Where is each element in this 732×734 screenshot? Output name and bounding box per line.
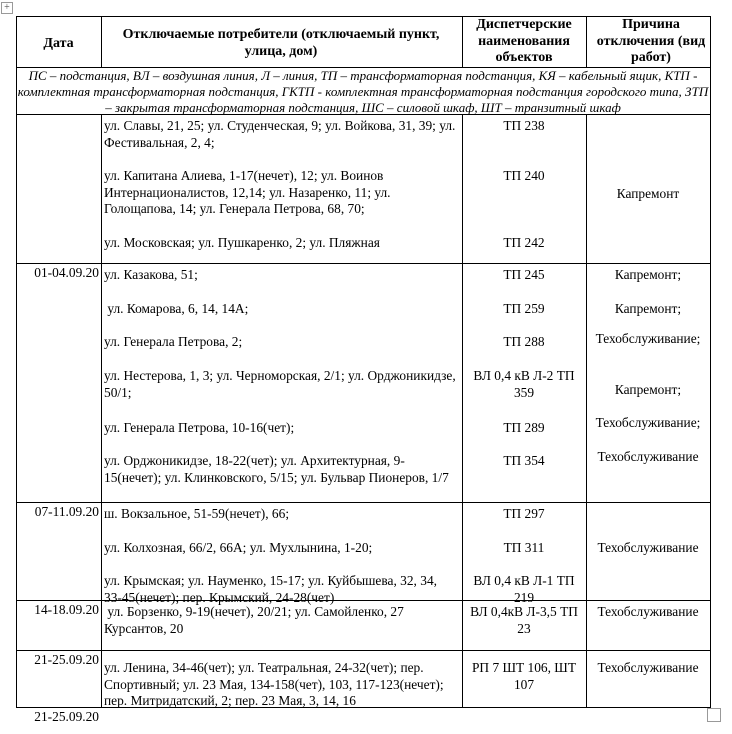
header-date: Дата — [43, 36, 74, 51]
consumers-cell: ул. Орджоникидзе, 18-22(чет); ул. Архите… — [104, 453, 449, 485]
table-move-handle-icon[interactable]: + — [1, 2, 13, 14]
header-consumers: Отключаемые потребители (отключаемый пун… — [122, 27, 440, 59]
consumers-cell: ул. Генерала Петрова, 2; — [104, 334, 243, 349]
abbreviations-legend: ПС – подстанция, ВЛ – воздушная линия, Л… — [17, 68, 709, 115]
consumers-cell: ул. Казакова, 51; — [104, 267, 198, 282]
column-divider — [101, 16, 102, 67]
object-cell: ТП 288 — [503, 334, 545, 349]
consumers-cell: ул. Капитана Алиева, 1-17(нечет), 12; ул… — [104, 168, 394, 216]
reason-cell: Капремонт; — [614, 382, 682, 397]
row-divider — [16, 600, 710, 601]
object-cell: ВЛ 0,4кВ Л-3,5 ТП 23 — [470, 604, 578, 636]
row-divider — [16, 16, 710, 17]
reason-cell: Техобслуживание — [597, 660, 699, 675]
date-cell: 01-04.09.20 — [34, 265, 99, 280]
consumers-cell: ул. Комарова, 6, 14, 14А; — [104, 301, 249, 316]
date-cell: 14-18.09.20 — [34, 602, 99, 617]
object-cell: ТП 245 — [503, 267, 545, 282]
column-divider — [586, 114, 587, 708]
header-objects: Диспетчерские наименования объектов — [476, 17, 572, 65]
object-cell: ТП 238 — [503, 118, 545, 133]
date-cell: 21-25.09.20 — [34, 709, 99, 724]
date-cell: 21-25.09.20 — [34, 652, 99, 667]
reason-cell: Техобслуживание; — [595, 415, 701, 430]
header-reason: Причина отключения (вид работ) — [596, 17, 706, 65]
outage-table: Дата Отключаемые потребители (отключаемы… — [16, 16, 711, 724]
reason-cell: Техобслуживание — [597, 449, 699, 464]
column-divider — [101, 114, 102, 708]
consumers-cell: ул. Генерала Петрова, 10-16(чет); — [104, 420, 295, 435]
object-cell: ТП 311 — [503, 540, 545, 555]
consumers-cell: ул. Славы, 21, 25; ул. Студенческая, 9; … — [104, 118, 459, 150]
column-divider — [586, 16, 587, 67]
object-cell: ТП 240 — [503, 168, 545, 183]
date-cell: 07-11.09.20 — [34, 504, 99, 519]
column-divider — [710, 16, 711, 708]
row-divider — [16, 707, 710, 708]
column-divider — [462, 16, 463, 67]
consumers-cell: ш. Вокзальное, 51-59(нечет), 66; — [104, 506, 290, 521]
reason-cell: Техобслуживание — [597, 604, 699, 619]
object-cell: ТП 259 — [503, 301, 545, 316]
table-resize-handle[interactable] — [707, 708, 721, 722]
object-cell: ВЛ 0,4 кВ Л-2 ТП 359 — [473, 368, 575, 400]
consumers-cell: ул. Ленина, 34-46(чет); ул. Театральная,… — [104, 660, 447, 708]
consumers-cell: ул. Крымская; ул. Науменко, 15-17; ул. К… — [104, 573, 441, 605]
reason-cell: Техобслуживание; — [595, 331, 701, 346]
row-divider — [16, 263, 710, 264]
object-cell: ТП 297 — [503, 506, 545, 521]
object-cell: ТП 242 — [503, 235, 545, 250]
consumers-cell: ул. Нестерова, 1, 3; ул. Черноморская, 2… — [104, 368, 460, 400]
row-divider — [16, 67, 710, 68]
column-divider — [16, 16, 17, 708]
row-divider — [16, 650, 710, 651]
reason-cell: Капремонт — [616, 186, 680, 201]
row-divider — [16, 502, 710, 503]
consumers-cell: ул. Борзенко, 9-19(нечет), 20/21; ул. Са… — [104, 604, 408, 636]
reason-cell: Капремонт; — [614, 267, 682, 282]
reason-cell: Капремонт; — [614, 301, 682, 316]
column-divider — [462, 114, 463, 708]
reason-cell: Техобслуживание — [597, 540, 699, 555]
object-cell: ТП 289 — [503, 420, 545, 435]
object-cell: ТП 354 — [503, 453, 545, 468]
row-divider — [16, 114, 710, 115]
object-cell: ВЛ 0,4 кВ Л-1 ТП 219 — [473, 573, 575, 605]
consumers-cell: ул. Колхозная, 66/2, 66А; ул. Мухлынина,… — [104, 540, 373, 555]
object-cell: РП 7 ШТ 106, ШТ 107 — [471, 660, 576, 692]
consumers-cell: ул. Московская; ул. Пушкаренко, 2; ул. П… — [104, 235, 380, 250]
